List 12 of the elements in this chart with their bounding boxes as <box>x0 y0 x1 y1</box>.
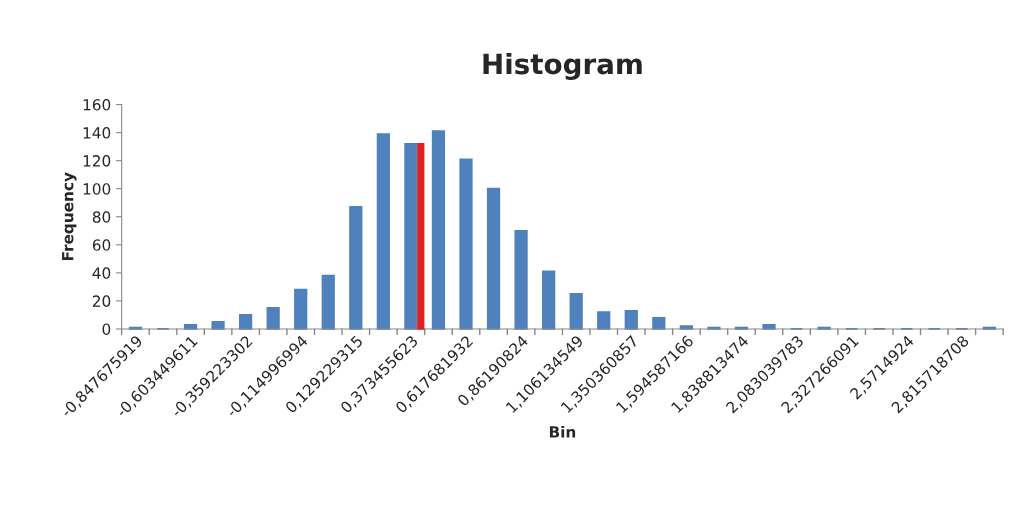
x-axis-title: Bin <box>549 425 576 438</box>
y-axis-title: Frequency <box>62 172 77 261</box>
chart-title: Histogram <box>483 52 642 80</box>
y-tick-label: 160 <box>83 99 111 111</box>
y-tick-label: 120 <box>83 155 111 167</box>
y-tick-label: 140 <box>83 127 111 139</box>
y-tick-label: 0 <box>102 323 111 335</box>
y-tick-label: 20 <box>92 295 111 307</box>
y-tick-label: 100 <box>83 183 111 195</box>
y-tick-label: 40 <box>92 267 111 279</box>
y-tick-label: 80 <box>92 211 111 223</box>
y-tick-label: 60 <box>92 239 111 251</box>
